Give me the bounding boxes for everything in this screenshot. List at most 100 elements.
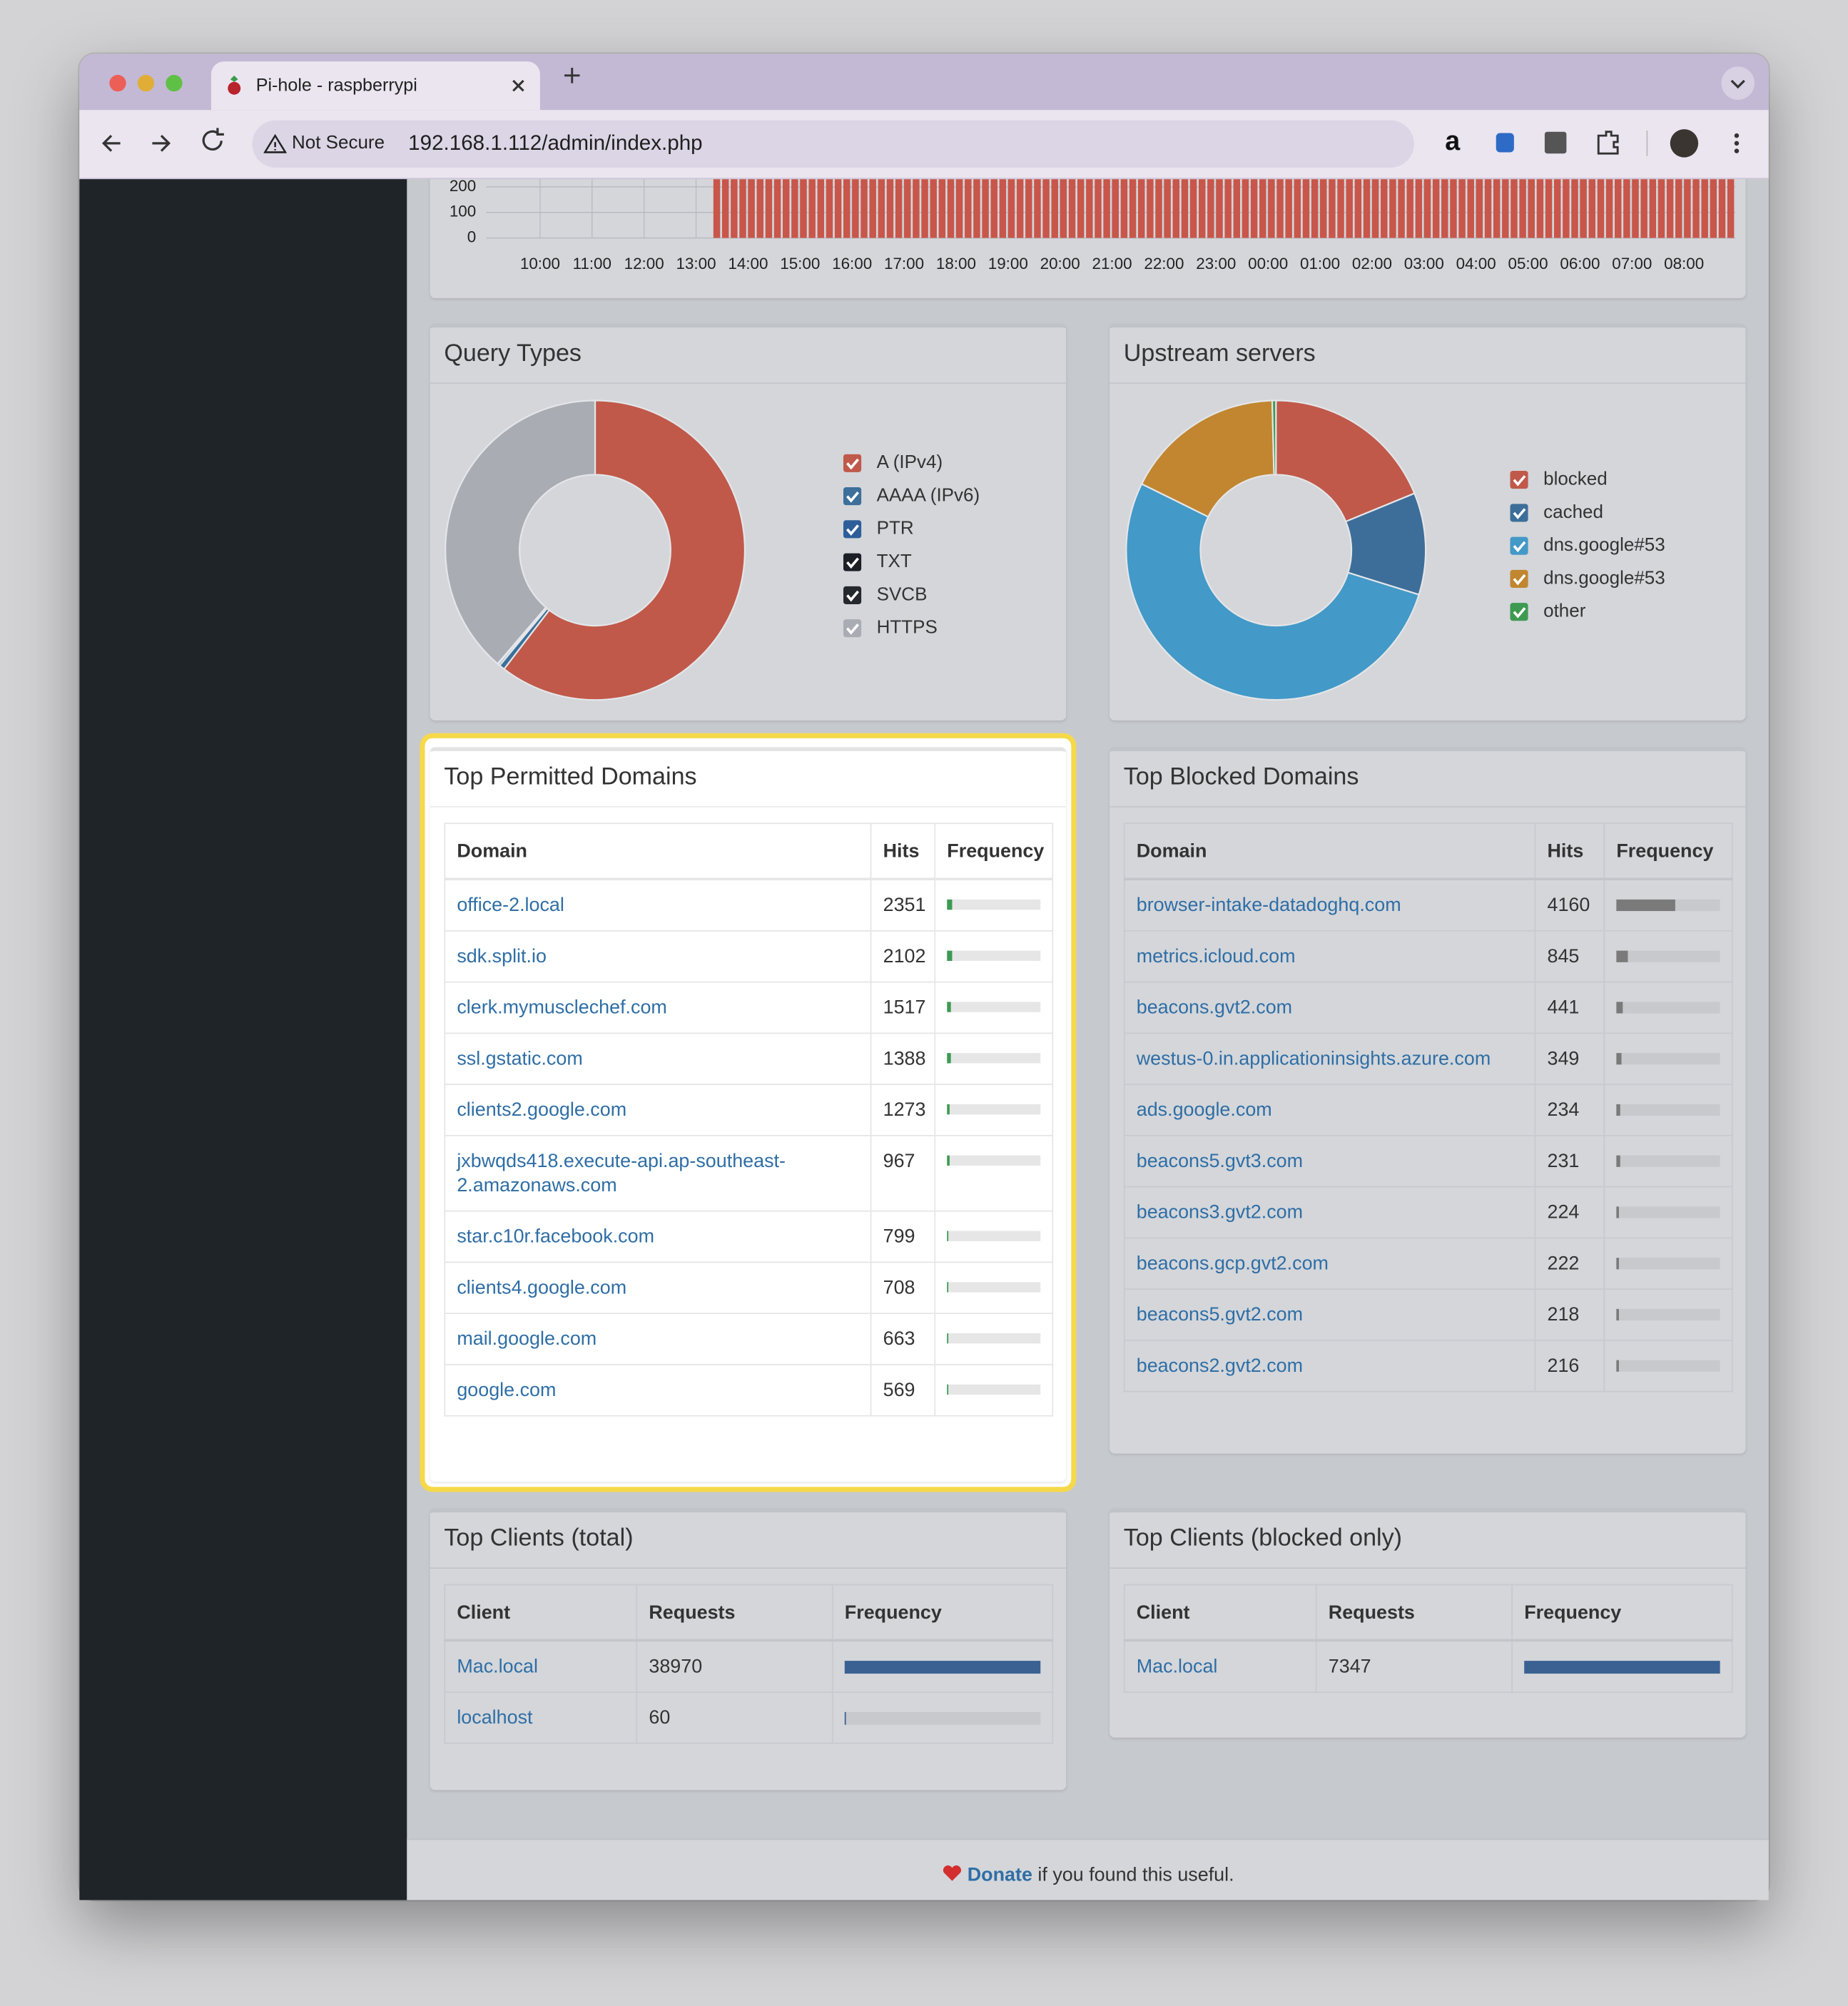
frequency-cell xyxy=(1603,1084,1733,1136)
box-title: Top Blocked Domains xyxy=(1110,751,1746,808)
hits-cell: 1388 xyxy=(870,1032,936,1085)
table-row: star.c10r.facebook.com 799 xyxy=(444,1210,1054,1263)
table-row: sdk.split.io 2102 xyxy=(444,930,1054,983)
table-row: clients2.google.com 1273 xyxy=(444,1084,1054,1136)
frequency-bar xyxy=(844,1711,846,1725)
url: 192.168.1.112/admin/index.php xyxy=(408,131,703,156)
amazon-extension[interactable]: a xyxy=(1445,126,1461,156)
tab-search-button[interactable] xyxy=(1721,66,1755,100)
frequency-track xyxy=(1616,1155,1720,1167)
frequency-bar xyxy=(947,950,953,962)
new-tab-button[interactable] xyxy=(564,68,580,83)
frequency-track xyxy=(1616,1053,1720,1065)
frequency-track xyxy=(947,1155,1041,1166)
favicon xyxy=(228,75,241,95)
window-controls xyxy=(109,66,1755,100)
domain-link[interactable]: clerk.mymusclechef.com xyxy=(457,997,667,1019)
frequency-cell xyxy=(1603,1288,1733,1341)
frequency-bar xyxy=(1616,899,1675,912)
box-title: Top Permitted Domains xyxy=(430,751,1067,808)
minimize-button[interactable] xyxy=(137,74,155,92)
frequency-track xyxy=(844,1661,1041,1674)
domain-link[interactable]: jxbwqds418.execute-api.ap-southeast-2.am… xyxy=(457,1150,786,1197)
frequency-bar xyxy=(1616,1155,1620,1167)
domain-link[interactable]: clients2.google.com xyxy=(457,1099,627,1121)
domain-link[interactable]: star.c10r.facebook.com xyxy=(457,1226,654,1248)
table-row: beacons.gvt2.com 441 xyxy=(1123,981,1733,1034)
name-cell: ssl.gstatic.com xyxy=(444,1032,872,1085)
donate-link[interactable]: Donate xyxy=(967,1864,1032,1886)
domain-link[interactable]: ads.google.com xyxy=(1136,1099,1272,1121)
frequency-track xyxy=(1616,1206,1720,1218)
domain-link[interactable]: Mac.local xyxy=(457,1655,538,1678)
domain-link[interactable]: metrics.icloud.com xyxy=(1136,945,1296,967)
hits-cell: 1517 xyxy=(870,981,936,1034)
reload-button[interactable] xyxy=(202,128,224,151)
frequency-bar xyxy=(1616,1002,1623,1014)
table-row: clerk.mymusclechef.com 1517 xyxy=(444,981,1054,1034)
box-title: Top Clients (blocked only) xyxy=(1110,1512,1746,1569)
hits-cell: 218 xyxy=(1534,1288,1605,1341)
frequency-bar xyxy=(1616,1206,1620,1218)
table-row: ads.google.com 234 xyxy=(1123,1084,1733,1136)
box-title: Query Types xyxy=(430,327,1067,385)
name-cell: beacons.gvt2.com xyxy=(1123,981,1536,1034)
frequency-track xyxy=(1524,1661,1720,1674)
table-row: beacons2.gvt2.com 216 xyxy=(1123,1339,1733,1393)
column-header: Frequency xyxy=(1511,1584,1733,1642)
close-button[interactable] xyxy=(109,74,126,92)
extension-icon[interactable] xyxy=(1544,131,1567,154)
query-types-box: Query Types xyxy=(430,323,1067,721)
domain-link[interactable]: beacons.gvt2.com xyxy=(1136,997,1293,1019)
name-cell: beacons.gcp.gvt2.com xyxy=(1123,1237,1536,1290)
frequency-track xyxy=(1616,1258,1720,1270)
domain-link[interactable]: beacons5.gvt2.com xyxy=(1136,1303,1304,1326)
column-header: Frequency xyxy=(831,1584,1054,1642)
domain-link[interactable]: beacons2.gvt2.com xyxy=(1136,1355,1304,1377)
hits-cell: 441 xyxy=(1534,981,1605,1034)
frequency-cell xyxy=(934,878,1054,932)
frequency-bar xyxy=(947,1231,949,1241)
frequency-track xyxy=(947,1053,1041,1064)
frequency-cell xyxy=(1603,1339,1733,1393)
domain-link[interactable]: Mac.local xyxy=(1136,1655,1218,1678)
domain-link[interactable]: browser-intake-datadoghq.com xyxy=(1136,894,1401,917)
frequency-bar xyxy=(1616,1360,1620,1372)
domain-link[interactable]: sdk.split.io xyxy=(457,945,547,967)
domain-link[interactable]: westus-0.in.applicationinsights.azure.co… xyxy=(1136,1047,1491,1070)
close-tab-button[interactable] xyxy=(509,77,527,95)
domain-link[interactable]: beacons5.gvt3.com xyxy=(1136,1150,1304,1172)
frequency-cell xyxy=(934,1134,1054,1212)
name-cell: metrics.icloud.com xyxy=(1123,930,1536,983)
menu-button[interactable] xyxy=(1734,133,1740,153)
frequency-bar xyxy=(947,1155,950,1166)
active-tab[interactable]: Pi-hole - raspberrypi xyxy=(210,61,540,111)
footer-text: if you found this useful. xyxy=(1037,1864,1234,1886)
name-cell: star.c10r.facebook.com xyxy=(444,1210,872,1263)
frequency-cell xyxy=(934,1032,1054,1085)
frequency-track xyxy=(1616,950,1720,962)
zoom-button[interactable] xyxy=(166,74,183,92)
domain-link[interactable]: office-2.local xyxy=(457,894,564,917)
back-button[interactable] xyxy=(102,134,121,152)
hits-cell: 799 xyxy=(870,1210,936,1263)
address-bar[interactable]: Not Secure 192.168.1.112/admin/index.php xyxy=(252,120,1414,168)
profile-avatar[interactable] xyxy=(1670,129,1699,158)
domain-link[interactable]: beacons.gcp.gvt2.com xyxy=(1136,1252,1329,1275)
domain-link[interactable]: localhost xyxy=(457,1706,533,1729)
domain-link[interactable]: beacons3.gvt2.com xyxy=(1136,1201,1304,1223)
frequency-bar xyxy=(947,1002,951,1012)
forward-button[interactable] xyxy=(152,134,171,152)
name-cell: westus-0.in.applicationinsights.azure.co… xyxy=(1123,1032,1536,1085)
domain-link[interactable]: ssl.gstatic.com xyxy=(457,1047,583,1070)
domain-link[interactable]: mail.google.com xyxy=(457,1328,597,1350)
name-cell: mail.google.com xyxy=(444,1313,872,1365)
domain-link[interactable]: clients4.google.com xyxy=(457,1277,627,1299)
frequency-bar xyxy=(947,1282,949,1293)
extension-icon[interactable] xyxy=(1496,133,1514,153)
extensions-button[interactable] xyxy=(1597,131,1619,155)
hits-cell: 2102 xyxy=(870,930,936,983)
name-cell: clients4.google.com xyxy=(444,1261,872,1315)
domain-link[interactable]: google.com xyxy=(457,1379,557,1402)
